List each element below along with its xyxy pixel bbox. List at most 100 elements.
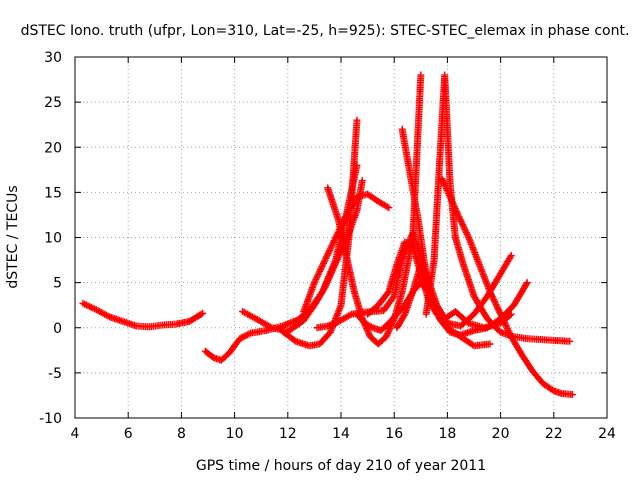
data-point xyxy=(313,272,321,280)
data-point xyxy=(319,261,327,269)
x-tick-label: 18 xyxy=(438,426,456,442)
x-tick-label: 8 xyxy=(177,426,186,442)
data-point xyxy=(506,330,514,338)
data-point xyxy=(384,289,392,297)
x-tick-label: 10 xyxy=(226,426,244,442)
data-point xyxy=(326,245,334,253)
y-tick-label: -10 xyxy=(39,411,62,427)
data-point xyxy=(199,309,207,317)
data-point xyxy=(244,331,252,339)
series-13 xyxy=(438,175,576,399)
data-point xyxy=(312,275,320,283)
data-point xyxy=(489,294,497,302)
data-point xyxy=(245,330,253,338)
data-point xyxy=(460,224,468,232)
data-point xyxy=(463,230,471,238)
data-point xyxy=(464,232,472,240)
data-point xyxy=(197,310,205,318)
y-tick-label: 5 xyxy=(53,276,62,292)
data-point xyxy=(329,240,337,248)
data-point xyxy=(318,263,326,271)
data-point xyxy=(507,252,515,260)
data-point xyxy=(490,296,498,304)
data-point xyxy=(316,266,324,274)
data-point xyxy=(503,325,511,333)
data-point xyxy=(317,264,325,272)
data-point xyxy=(321,256,329,264)
data-point xyxy=(462,227,470,235)
data-point xyxy=(548,386,556,394)
data-point xyxy=(322,254,330,262)
data-point xyxy=(326,246,334,254)
data-point xyxy=(332,232,340,240)
y-tick-label: -5 xyxy=(48,366,62,382)
x-tick-label: 4 xyxy=(71,426,80,442)
data-point xyxy=(316,267,324,275)
data-point xyxy=(491,299,499,307)
x-tick-label: 20 xyxy=(492,426,510,442)
data-point xyxy=(328,242,336,250)
y-tick-label: 15 xyxy=(44,185,62,201)
data-point xyxy=(320,258,328,266)
data-point xyxy=(496,309,504,317)
data-point xyxy=(389,294,397,302)
data-point xyxy=(353,116,361,124)
data-point xyxy=(502,321,510,329)
data-point xyxy=(456,216,464,224)
data-point xyxy=(383,203,391,211)
data-point xyxy=(486,288,494,296)
data-point xyxy=(311,277,319,285)
data-point xyxy=(323,253,331,261)
y-tick-label: 20 xyxy=(44,140,62,156)
data-point xyxy=(314,271,322,279)
data-point xyxy=(494,304,502,312)
data-point xyxy=(332,234,340,241)
data-point xyxy=(457,217,465,225)
data-point xyxy=(330,237,338,245)
data-point xyxy=(455,213,463,221)
y-axis-label: dSTEC / TECUs xyxy=(5,185,21,288)
data-point xyxy=(503,323,511,331)
x-tick-label: 6 xyxy=(124,426,133,442)
data-point xyxy=(493,302,501,310)
series-1 xyxy=(79,299,207,331)
data-point xyxy=(491,297,499,305)
data-point xyxy=(462,229,470,237)
chart-title: dSTEC Iono. truth (ufpr, Lon=310, Lat=-2… xyxy=(21,23,630,39)
data-point xyxy=(500,317,508,325)
data-point xyxy=(486,340,494,348)
data-point xyxy=(488,292,496,300)
data-point xyxy=(325,248,333,256)
series-12 xyxy=(422,71,574,345)
data-point xyxy=(313,274,321,282)
data-point xyxy=(323,251,331,259)
data-point xyxy=(497,312,505,320)
data-point xyxy=(341,214,349,222)
data-point xyxy=(329,238,337,246)
data-point xyxy=(500,318,508,326)
y-tick-label: 25 xyxy=(44,95,62,111)
x-tick-label: 24 xyxy=(598,426,616,442)
x-axis-label: GPS time / hours of day 210 of year 2011 xyxy=(196,458,486,474)
data-point xyxy=(242,331,250,339)
data-point xyxy=(487,289,495,297)
data-point xyxy=(239,333,247,341)
data-point xyxy=(417,71,425,79)
data-point xyxy=(459,221,467,229)
data-point xyxy=(358,177,366,185)
data-point xyxy=(331,235,339,243)
x-tick-label: 16 xyxy=(385,426,403,442)
data-point xyxy=(240,332,248,340)
data-point xyxy=(237,334,245,342)
data-point xyxy=(236,335,244,343)
x-tick-label: 14 xyxy=(332,426,350,442)
data-point xyxy=(310,279,318,287)
data-point xyxy=(495,307,503,315)
axis-ticks: 4 6 8 10 12 14 16 18 20 22 24 -10 -5 0 5 10 15 20 25 30 xyxy=(39,50,616,442)
data-point xyxy=(566,337,574,345)
data-point xyxy=(324,250,332,258)
data-point xyxy=(346,311,354,319)
data-point xyxy=(505,328,513,336)
data-point xyxy=(315,269,323,277)
